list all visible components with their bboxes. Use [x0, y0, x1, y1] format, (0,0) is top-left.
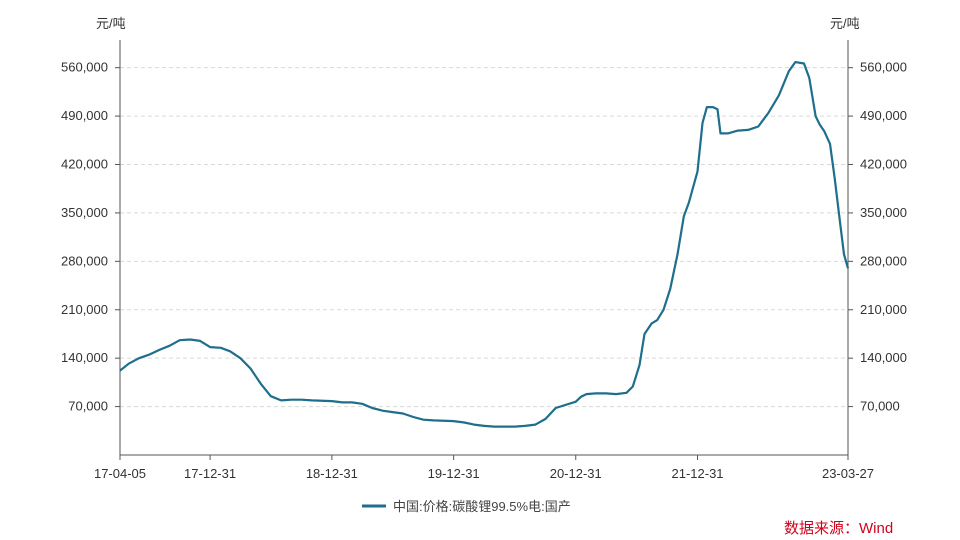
left-y-tick-label: 70,000: [68, 399, 108, 414]
x-tick-label: 19-12-31: [428, 466, 480, 481]
right-y-tick-label: 280,000: [860, 253, 907, 268]
right-y-tick-label: 70,000: [860, 399, 900, 414]
x-tick-label: 18-12-31: [306, 466, 358, 481]
left-y-tick-label: 350,000: [61, 205, 108, 220]
right-y-tick-label: 140,000: [860, 350, 907, 365]
left-y-tick-label: 280,000: [61, 253, 108, 268]
right-y-tick-label: 210,000: [860, 302, 907, 317]
left-y-tick-label: 560,000: [61, 60, 108, 75]
left-y-tick-label: 420,000: [61, 157, 108, 172]
right-y-tick-label: 490,000: [860, 108, 907, 123]
left-y-tick-label: 210,000: [61, 302, 108, 317]
right-y-tick-label: 420,000: [860, 157, 907, 172]
axes: [119, 40, 849, 456]
gridlines: [115, 67, 853, 408]
legend[interactable]: 中国:价格:碳酸锂99.5%电:国产: [362, 499, 571, 514]
left-y-tick-label: 140,000: [61, 350, 108, 365]
series-line: [119, 61, 850, 428]
left-y-tick-labels: 70,000 140,000 210,000 280,000 350,000 420,00…: [61, 60, 108, 414]
right-y-tick-label: 350,000: [860, 205, 907, 220]
data-source-note: 数据来源：Wind: [784, 520, 893, 537]
x-tick-label: 17-12-31: [184, 466, 236, 481]
right-y-unit: 元/吨: [830, 16, 860, 31]
left-y-tick-label: 490,000: [61, 108, 108, 123]
x-tick-label: 20-12-31: [550, 466, 602, 481]
x-tick-labels: 17-04-05 17-12-31 18-12-31 19-12-31 20-12-31…: [94, 455, 874, 481]
x-tick-label: 17-04-05: [94, 466, 146, 481]
right-y-tick-labels: 70,000 140,000 210,000 280,000 350,000 420,00…: [860, 60, 907, 414]
series-layer: [119, 61, 850, 428]
x-tick-label: 21-12-31: [672, 466, 724, 481]
right-y-tick-label: 560,000: [860, 60, 907, 75]
x-tick-label: 23-03-27: [822, 466, 874, 481]
legend-label: 中国:价格:碳酸锂99.5%电:国产: [393, 499, 571, 514]
left-y-unit: 元/吨: [96, 16, 126, 31]
